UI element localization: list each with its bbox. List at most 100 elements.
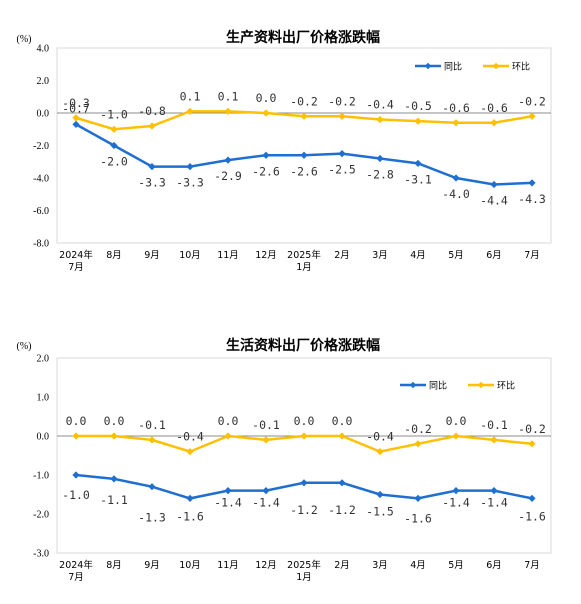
data-point xyxy=(528,494,536,502)
data-point xyxy=(490,487,498,495)
data-point xyxy=(110,141,118,150)
data-point xyxy=(224,432,232,440)
data-label: -1.4 xyxy=(252,496,280,510)
legend: 同比 环比 xyxy=(415,61,530,73)
data-label: -1.4 xyxy=(214,496,242,510)
y-tick-label: 1.0 xyxy=(37,393,50,404)
data-label: -2.0 xyxy=(100,155,128,169)
y-tick-label: 0.0 xyxy=(37,432,50,443)
legend-marker xyxy=(409,381,417,389)
y-tick-label: -1.0 xyxy=(33,471,49,482)
data-point xyxy=(262,151,270,159)
x-tick-label: 5月 xyxy=(448,250,464,261)
data-point xyxy=(338,479,346,487)
data-label: -0.2 xyxy=(518,422,546,436)
data-point xyxy=(414,159,422,167)
legend-label: 同比 xyxy=(444,61,462,73)
data-label: -0.5 xyxy=(404,99,432,113)
y-tick-label: -4.0 xyxy=(33,174,49,185)
data-label: 0.1 xyxy=(180,89,201,103)
data-label: -0.4 xyxy=(366,430,394,444)
data-point xyxy=(490,119,498,127)
series-mom: -0.3 -1.0 -0.8 0.1 0.1 0.0 -0.2 -0.2 -0.4 -0.5 -0.… xyxy=(62,89,546,133)
data-point xyxy=(300,432,308,440)
data-point xyxy=(72,471,80,479)
data-point xyxy=(338,432,346,440)
data-point xyxy=(528,112,536,120)
legend-label: 环比 xyxy=(512,61,530,73)
chart-2: 生活资料出厂价格涨跌幅 (%) 2.0 1.0 0.0 -1.0 -2.0 -3.0 2024年… xyxy=(17,337,552,583)
data-point xyxy=(224,156,232,164)
x-tick-label: 7月 xyxy=(524,250,540,261)
data-label: -1.4 xyxy=(442,496,470,510)
x-tick-label: 11月 xyxy=(217,250,239,261)
data-point xyxy=(72,432,80,440)
x-tick-label: 10月 xyxy=(179,250,201,261)
x-tick-label: 6月 xyxy=(486,250,502,261)
data-label: -4.0 xyxy=(442,187,470,201)
series-mom: 0.0 0.0 -0.1 -0.4 0.0 -0.1 0.0 0.0 -0.4 -0.2 0.0 -0… xyxy=(66,414,546,456)
data-point xyxy=(148,163,156,171)
data-label: 0.0 xyxy=(294,414,315,428)
y-unit-label: (%) xyxy=(17,341,32,352)
data-point xyxy=(490,180,498,189)
x-tick-label: 2024年 xyxy=(59,249,93,261)
x-tick-label: 12月 xyxy=(255,560,277,571)
y-tick-label: -3.0 xyxy=(33,549,49,560)
x-tick-label: 3月 xyxy=(372,560,388,571)
data-point xyxy=(490,436,498,444)
x-tick-label-line2: 1月 xyxy=(296,572,312,583)
plot-area xyxy=(56,47,552,244)
data-point xyxy=(110,432,118,440)
x-tick-label: 4月 xyxy=(410,250,426,261)
legend-marker xyxy=(492,62,500,70)
data-label: 0.0 xyxy=(256,91,277,105)
data-point xyxy=(452,174,460,182)
data-point xyxy=(148,483,156,491)
data-point xyxy=(186,107,194,115)
data-label: -2.8 xyxy=(366,168,394,182)
x-tick-label: 7月 xyxy=(524,560,540,571)
y-tick-label: 2.0 xyxy=(37,76,50,87)
data-point xyxy=(186,494,194,502)
data-label: 0.0 xyxy=(66,414,87,428)
data-label: 0.0 xyxy=(446,414,467,428)
data-label: 0.1 xyxy=(218,89,239,103)
data-label: -0.1 xyxy=(480,418,508,432)
x-tick-label-line2: 7月 xyxy=(68,262,84,273)
y-unit-label: (%) xyxy=(17,34,32,45)
chart-1: 生产资料出厂价格涨跌幅 (%) 4.0 2.0 0.0 -2.0 -4.0 -6.0 -8.0 2… xyxy=(17,29,552,273)
data-label: -0.1 xyxy=(252,418,280,432)
data-point xyxy=(262,109,270,117)
data-point xyxy=(300,151,308,159)
data-label: -1.6 xyxy=(176,509,204,523)
x-tick-label: 2025年 xyxy=(287,559,321,571)
data-label: 0.0 xyxy=(104,414,125,428)
data-label: -1.6 xyxy=(404,511,432,525)
data-point xyxy=(300,479,308,487)
y-tick-label: -2.0 xyxy=(33,141,49,152)
data-label: -0.1 xyxy=(138,418,166,432)
x-tick-label: 9月 xyxy=(144,560,160,571)
data-label: -4.4 xyxy=(480,194,508,208)
legend-marker xyxy=(424,62,432,70)
data-point xyxy=(414,117,422,125)
data-label: 0.0 xyxy=(332,414,353,428)
data-label: -1.2 xyxy=(328,503,356,517)
data-point xyxy=(414,440,422,448)
x-tick-label: 5月 xyxy=(448,560,464,571)
data-point xyxy=(224,487,232,495)
data-label: -0.2 xyxy=(518,94,546,108)
data-point xyxy=(376,115,384,124)
data-label: -0.4 xyxy=(366,98,394,112)
data-label: -0.4 xyxy=(176,430,204,444)
series-yoy: -1.0 -1.1 -1.3 -1.6 -1.4 -1.4 -1.2 -1.2 -1.5 -1.6… xyxy=(62,471,546,525)
data-label: -3.3 xyxy=(138,176,166,190)
data-label: -1.0 xyxy=(100,107,128,121)
data-label: -0.2 xyxy=(404,422,432,436)
data-label: -1.1 xyxy=(100,493,128,507)
data-label: -1.6 xyxy=(518,509,546,523)
series-yoy: -0.7 -2.0 -3.3 -3.3 -2.9 -2.6 -2.6 -2.5 -2.8 -3.1… xyxy=(62,101,546,207)
data-label: -0.3 xyxy=(62,96,90,110)
